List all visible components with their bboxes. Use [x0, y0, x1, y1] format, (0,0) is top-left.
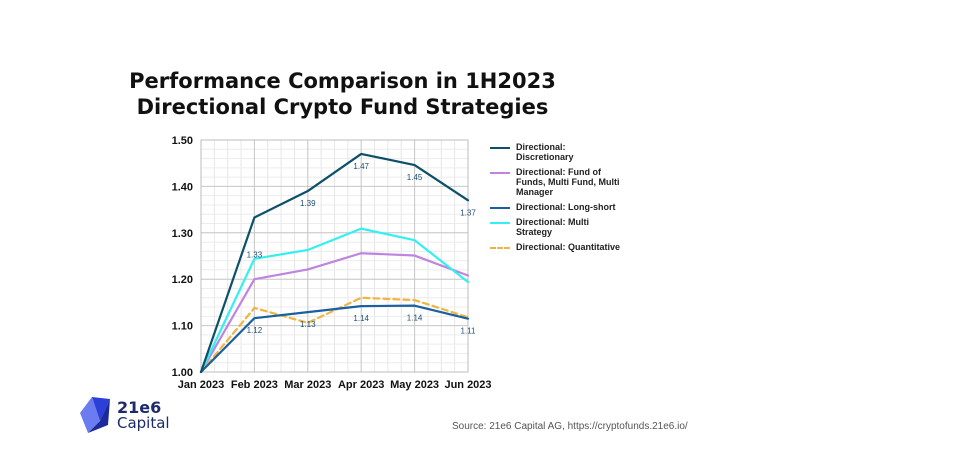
- data-label: 1.39: [300, 199, 316, 208]
- data-label: 1.11: [461, 327, 477, 336]
- legend-label: Directional: Multi Strategy: [516, 217, 589, 237]
- y-tick-label: 1.40: [172, 181, 193, 193]
- legend-item: Directional: Fund of Funds, Multi Fund, M…: [490, 167, 630, 197]
- data-label: 1.13: [300, 320, 316, 329]
- legend-label-line: Funds, Multi Fund, Multi: [516, 177, 620, 187]
- series-line-1: [199, 152, 470, 374]
- chart-title: Performance Comparison in 1H2023 Directi…: [120, 68, 565, 120]
- x-tick-label: Feb 2023: [231, 379, 278, 391]
- source-note: Source: 21e6 Capital AG, https://cryptof…: [452, 421, 688, 432]
- y-tick-label: 1.00: [172, 367, 193, 379]
- series-line-5: [199, 296, 470, 374]
- x-tick-label: Apr 2023: [338, 379, 384, 391]
- data-label: 1.12: [247, 326, 263, 335]
- legend-label: Directional: Quantitative: [516, 242, 620, 252]
- legend-label: Directional: Fund of Funds, Multi Fund, M…: [516, 167, 619, 197]
- legend-label-line: Directional: Multi: [516, 217, 590, 227]
- data-label: 1.45: [407, 173, 423, 182]
- y-tick-label: 1.30: [172, 228, 193, 240]
- 21e6-logo-icon: [80, 397, 110, 433]
- legend-label-line: Directional: Fund of: [516, 167, 601, 177]
- y-tick-label: 1.10: [172, 321, 193, 333]
- series-line-3: [199, 304, 470, 374]
- chart-title-line-1: Performance Comparison in 1H2023: [129, 69, 556, 93]
- data-label: 1.14: [407, 314, 423, 323]
- legend-label-line: Discretionary: [516, 152, 574, 162]
- legend-swatch: [490, 147, 510, 149]
- legend-label-line: Directional: Long-short: [516, 202, 616, 212]
- legend-label-line: Directional: Quantitative: [516, 242, 621, 252]
- x-tick-label: May 2023: [390, 379, 439, 391]
- legend-item: Directional: Long-short: [490, 202, 630, 212]
- legend-swatch: [490, 207, 510, 209]
- legend-label: Directional: Discretionary: [516, 142, 574, 162]
- legend-item: Directional: Multi Strategy: [490, 217, 630, 237]
- y-tick-label: 1.50: [172, 135, 193, 147]
- legend-swatch: [490, 172, 510, 174]
- chart-legend: Directional: Discretionary Directional: Fu…: [490, 142, 630, 257]
- series-line-2: [199, 252, 470, 374]
- legend-label: Directional: Long-short: [516, 202, 616, 212]
- data-label: 1.14: [353, 314, 369, 323]
- legend-label-line: Strategy: [516, 227, 553, 237]
- plot-area-frame: [200, 139, 469, 373]
- legend-label-line: Manager: [516, 187, 554, 197]
- logo-wordmark-primary: 21e6: [117, 398, 162, 417]
- x-tick-label: Jan 2023: [178, 379, 224, 391]
- legend-item: Directional: Quantitative: [490, 242, 630, 252]
- legend-label-line: Directional:: [516, 142, 566, 152]
- legend-item: Directional: Discretionary: [490, 142, 630, 162]
- logo-wordmark-secondary: Capital: [117, 414, 170, 432]
- data-label: 1.33: [247, 250, 263, 259]
- series-line-4: [199, 227, 470, 374]
- data-label: 1.47: [353, 162, 369, 171]
- x-tick-label: Jun 2023: [444, 379, 491, 391]
- y-tick-label: 1.20: [172, 274, 193, 286]
- legend-swatch: [490, 222, 510, 224]
- x-tick-label: Mar 2023: [284, 379, 331, 391]
- data-label: 1.37: [460, 208, 476, 217]
- legend-swatch: [490, 247, 510, 249]
- chart-title-line-2: Directional Crypto Fund Strategies: [136, 95, 549, 119]
